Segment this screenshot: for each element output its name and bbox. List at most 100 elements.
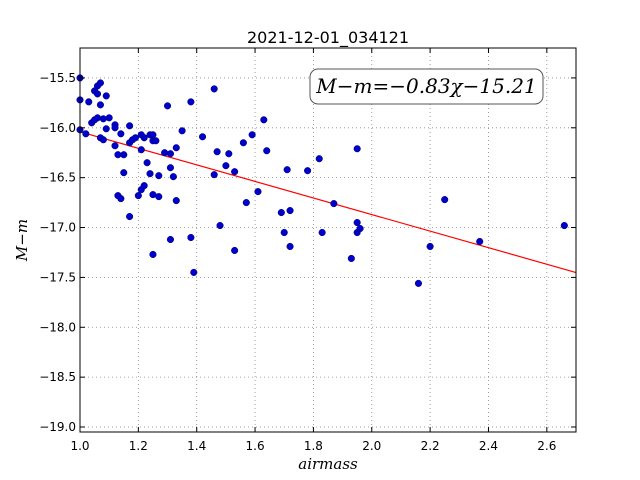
fit-equation-box: M−m=−0.83χ−15.21 (309, 68, 544, 105)
data-point (169, 173, 177, 181)
data-point (414, 279, 422, 287)
grid-lines (79, 48, 576, 432)
data-point (163, 102, 172, 110)
data-point (155, 193, 163, 201)
data-point (155, 172, 163, 180)
data-point (126, 213, 134, 221)
data-point (187, 233, 195, 242)
data-point (330, 200, 338, 208)
fit-equation-text: M−m=−0.83χ−15.21 (315, 74, 536, 98)
data-point (277, 209, 285, 217)
data-point (213, 148, 221, 156)
data-point (120, 151, 128, 159)
data-point (96, 79, 104, 87)
data-point (187, 98, 195, 106)
data-point (120, 169, 128, 177)
data-point (111, 142, 119, 150)
data-point (82, 130, 90, 138)
data-point (560, 221, 568, 230)
data-point (134, 192, 142, 200)
y-tick-label: −18.0 (39, 320, 76, 334)
data-point (166, 150, 174, 158)
data-point (263, 147, 271, 155)
x-tick-label: 1.0 (70, 439, 89, 453)
plot-area-frame (79, 47, 577, 433)
data-point (286, 242, 294, 251)
x-tick-label: 2.4 (479, 439, 498, 453)
data-point (426, 242, 434, 251)
y-tick-label: −17.0 (39, 221, 76, 235)
data-point (280, 228, 288, 237)
data-point (149, 131, 157, 139)
data-points (76, 74, 568, 287)
data-point (178, 127, 186, 135)
data-point (210, 171, 218, 179)
data-point (102, 92, 110, 100)
data-point (239, 139, 247, 147)
data-point (225, 150, 233, 158)
data-point (304, 167, 312, 175)
data-point (441, 196, 449, 204)
data-point (172, 144, 180, 152)
data-point (93, 114, 102, 122)
x-tick-label: 2.0 (362, 439, 381, 453)
data-point (231, 168, 239, 176)
data-point (117, 195, 125, 203)
data-point (356, 224, 364, 233)
data-point (149, 250, 157, 259)
x-tick-label: 2.2 (421, 439, 440, 453)
data-point (126, 122, 134, 130)
axis-ticks: 1.0 1.2 1.4 1.6 1.8 2.0 2.2 2.4 2.6 −15.5 −16.0 −16… (39, 48, 576, 453)
data-point (152, 137, 160, 145)
data-point (254, 188, 262, 196)
data-point (286, 207, 294, 215)
data-point (93, 90, 102, 98)
data-point (476, 237, 484, 246)
data-point (166, 164, 174, 172)
data-point (172, 197, 180, 205)
data-point (102, 125, 110, 133)
data-point (231, 246, 239, 255)
y-tick-label: −19.0 (39, 420, 76, 434)
x-tick-label: 1.2 (129, 439, 148, 453)
data-point (242, 199, 250, 207)
data-point (283, 166, 291, 174)
data-point (85, 98, 93, 106)
data-point (216, 221, 224, 230)
data-point (117, 130, 125, 138)
data-point (353, 218, 361, 227)
y-tick-label: −16.5 (39, 171, 76, 185)
chart-title: 2021-12-01_034121 (247, 28, 409, 48)
data-point (198, 133, 207, 141)
data-point (161, 149, 169, 157)
data-point (140, 182, 148, 190)
data-point (96, 101, 104, 109)
data-point (111, 124, 119, 132)
x-tick-label: 1.6 (246, 439, 265, 453)
data-point (143, 159, 151, 167)
data-point (318, 228, 326, 237)
data-point (222, 162, 230, 170)
y-axis-label: M−m (13, 219, 31, 262)
data-point (210, 85, 218, 93)
data-point (190, 268, 198, 276)
x-tick-label: 1.4 (187, 439, 206, 453)
data-point (99, 115, 107, 123)
data-point (347, 254, 355, 263)
x-tick-label: 1.8 (304, 439, 323, 453)
x-tick-label: 2.6 (537, 439, 556, 453)
x-axis-label: airmass (298, 455, 358, 473)
data-point (260, 116, 268, 124)
data-point (137, 146, 145, 154)
data-point (353, 145, 361, 153)
data-point (248, 131, 256, 139)
data-point (315, 155, 323, 163)
y-tick-label: −18.5 (39, 370, 76, 384)
y-tick-label: −15.5 (39, 71, 76, 85)
data-point (105, 114, 113, 122)
y-tick-label: −16.0 (39, 121, 76, 135)
y-tick-label: −17.5 (39, 270, 76, 284)
data-point (146, 170, 154, 178)
data-point (140, 134, 148, 142)
